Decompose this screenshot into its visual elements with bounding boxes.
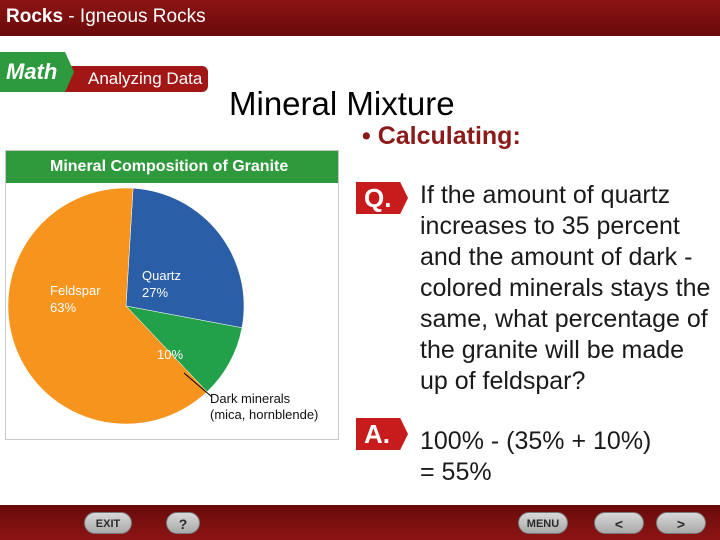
math-banner: Analyzing Data Math	[0, 52, 210, 92]
menu-button[interactable]: MENU	[518, 512, 568, 534]
math-label: Math	[6, 59, 58, 84]
previous-button[interactable]: <	[594, 512, 644, 534]
math-tab: Math	[0, 52, 74, 92]
dark-minerals-sublabel: (mica, hornblende)	[210, 407, 318, 422]
pie-slice-dark-minerals	[125, 305, 243, 393]
answer-line-2: = 55%	[420, 458, 492, 486]
header-title: Rocks - Igneous Rocks	[6, 6, 206, 28]
pie-chart-panel: Feldspar 63% Quartz 27% 10% Dark mineral…	[5, 150, 339, 440]
dark-minerals-value: 10%	[157, 347, 183, 362]
answer-text: 100% - (35% + 10%) = 55%	[420, 426, 716, 488]
chart-title: Mineral Composition of Granite	[6, 151, 338, 183]
header-title-rest: - Igneous Rocks	[63, 6, 206, 27]
slide-title: Mineral Mixture	[229, 85, 455, 122]
dark-minerals-leader-line	[183, 372, 213, 398]
header-title-bold: Rocks	[6, 6, 64, 27]
exit-button[interactable]: EXIT	[84, 512, 132, 534]
quartz-label: Quartz	[142, 268, 181, 283]
analyzing-data-label: Analyzing Data	[88, 69, 203, 88]
feldspar-value: 63%	[50, 300, 76, 315]
quartz-value: 27%	[142, 285, 168, 300]
pie-slice-quartz	[125, 187, 245, 329]
question-badge: Q.	[356, 182, 408, 214]
next-button[interactable]: >	[656, 512, 706, 534]
help-button[interactable]: ?	[166, 512, 200, 534]
pie-chart: Feldspar 63% Quartz 27% 10% Dark mineral…	[7, 187, 318, 425]
pie-slice-feldspar	[7, 187, 208, 425]
dark-minerals-label: Dark minerals	[210, 391, 291, 406]
answer-line-1: 100% - (35% + 10%)	[420, 427, 652, 455]
analyzing-data-tab: Analyzing Data	[64, 66, 208, 92]
question-text: If the amount of quartz increases to 35 …	[420, 181, 711, 395]
header-bar: Rocks - Igneous Rocks	[0, 0, 720, 36]
answer-badge: A.	[356, 418, 408, 450]
bullet-heading: • Calculating:	[362, 122, 521, 150]
feldspar-label: Feldspar	[50, 283, 101, 298]
